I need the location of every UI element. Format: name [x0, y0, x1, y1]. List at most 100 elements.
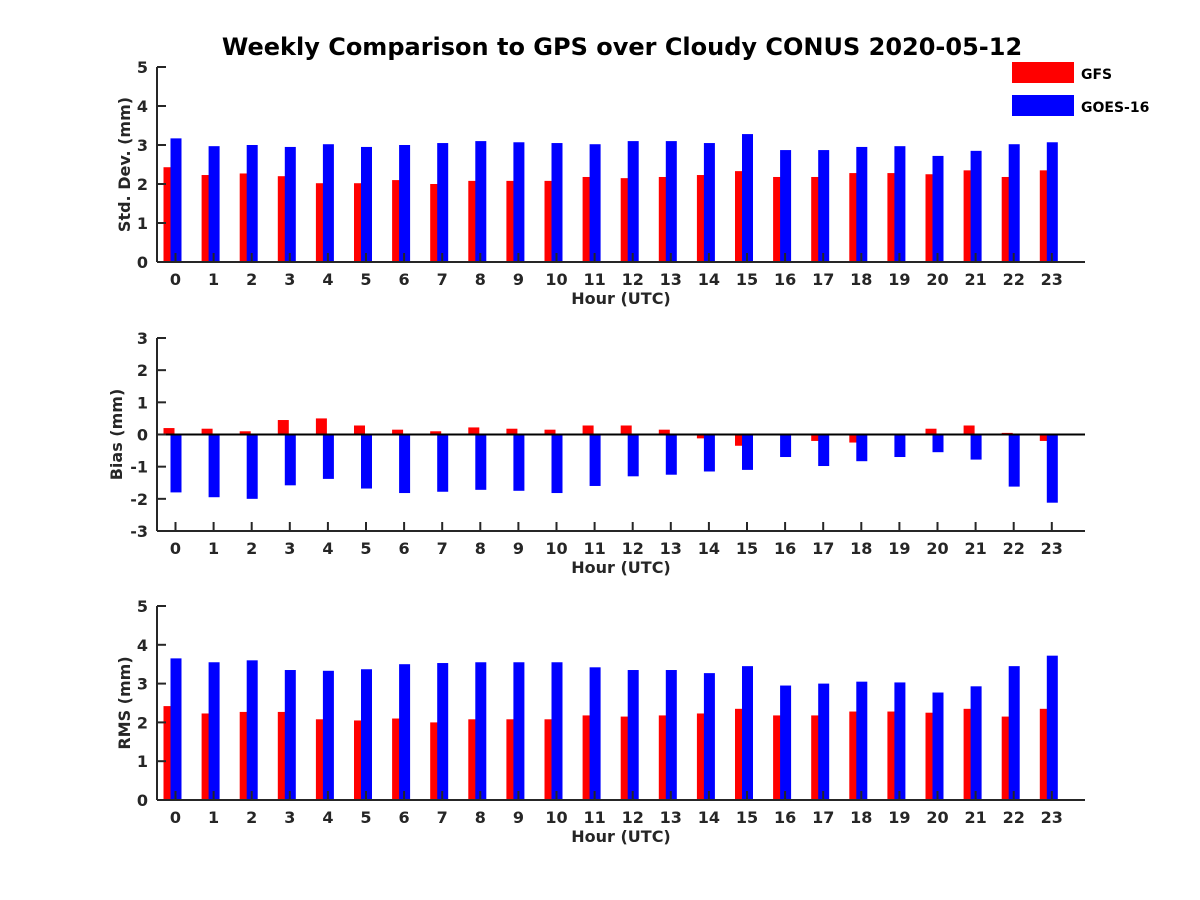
bias-ytick-label: 2 — [137, 361, 148, 380]
legend: GFS GOES-16 — [1012, 62, 1149, 116]
std-dev-xtick-label: 13 — [660, 270, 682, 289]
std-dev-xtick-label: 15 — [736, 270, 758, 289]
rms-bar-goes16-13 — [665, 670, 677, 800]
rms-bar-goes16-14 — [703, 673, 715, 800]
bias-xtick-label: 19 — [888, 539, 910, 558]
rms-bar-gfs-20 — [925, 712, 937, 800]
rms-x-axis-label: Hour (UTC) — [571, 827, 671, 846]
std-dev-bar-gfs-13 — [658, 176, 670, 262]
rms-ytick-label: 5 — [137, 597, 148, 616]
std-dev-bar-goes16-11 — [589, 144, 601, 262]
bias-bar-goes16-1 — [208, 434, 220, 498]
std-dev-bar-gfs-6 — [392, 180, 404, 262]
rms-ytick-label: 4 — [137, 636, 148, 655]
rms-bar-gfs-9 — [506, 719, 518, 800]
std-dev-xtick-label: 22 — [1003, 270, 1025, 289]
std-dev-xtick-label: 6 — [399, 270, 410, 289]
bias-xtick-label: 14 — [698, 539, 720, 558]
std-dev-bar-gfs-21 — [963, 170, 975, 262]
rms-bar-gfs-18 — [849, 711, 861, 800]
bias-xtick-label: 16 — [774, 539, 796, 558]
bias-bar-gfs-5 — [354, 425, 365, 435]
rms-bar-goes16-12 — [627, 670, 639, 800]
rms-bar-goes16-3 — [284, 670, 296, 800]
rms-xtick-label: 19 — [888, 808, 910, 827]
rms-xtick-label: 11 — [583, 808, 605, 827]
bias-bar-goes16-4 — [322, 434, 334, 479]
std-dev-bar-goes16-13 — [665, 141, 677, 262]
rms-xtick-label: 14 — [698, 808, 720, 827]
rms-xtick-label: 4 — [322, 808, 333, 827]
bias-xtick-label: 15 — [736, 539, 758, 558]
std-dev-xtick-label: 5 — [360, 270, 371, 289]
std-dev-bar-gfs-19 — [887, 173, 899, 262]
bias-bar-gfs-12 — [620, 425, 632, 435]
std-dev-xtick-label: 9 — [513, 270, 524, 289]
std-dev-bar-goes16-7 — [437, 143, 449, 262]
bias-xtick-label: 20 — [926, 539, 948, 558]
rms-bar-gfs-2 — [239, 711, 251, 800]
rms-bar-gfs-4 — [315, 719, 327, 800]
rms-ytick-label: 0 — [137, 791, 148, 810]
std-dev-y-axis-label: Std. Dev. (mm) — [115, 97, 134, 232]
rms-xtick-label: 20 — [926, 808, 948, 827]
std-dev-bar-gfs-16 — [773, 176, 785, 262]
bias-bar-gfs-10 — [544, 429, 556, 435]
bias-bar-gfs-21 — [963, 425, 975, 435]
bias-xtick-label: 12 — [622, 539, 644, 558]
bias-bar-gfs-7 — [430, 431, 442, 435]
bias-bar-goes16-21 — [970, 434, 982, 460]
std-dev-bar-gfs-1 — [201, 175, 213, 262]
bias-bar-goes16-14 — [703, 434, 715, 472]
bias-xtick-label: 2 — [246, 539, 257, 558]
legend-label-goes16: GOES-16 — [1081, 100, 1149, 116]
std-dev-bar-gfs-18 — [849, 173, 861, 262]
rms-ytick-label: 1 — [137, 752, 148, 771]
bias-bar-gfs-1 — [201, 428, 213, 435]
std-dev-xtick-label: 4 — [322, 270, 333, 289]
std-dev-xtick-label: 12 — [622, 270, 644, 289]
bias-bar-goes16-18 — [856, 434, 868, 462]
std-dev-bar-goes16-12 — [627, 141, 639, 262]
std-dev-bar-gfs-2 — [239, 173, 251, 262]
std-dev-bar-gfs-11 — [582, 176, 594, 262]
std-dev-xtick-label: 7 — [437, 270, 448, 289]
std-dev-bar-goes16-10 — [551, 143, 563, 262]
bias-xtick-label: 8 — [475, 539, 486, 558]
rms-bar-goes16-22 — [1008, 666, 1020, 800]
rms-bar-gfs-5 — [354, 720, 365, 800]
bias-bar-gfs-8 — [468, 427, 480, 435]
std-dev-bar-gfs-0 — [163, 167, 175, 262]
bias-bar-gfs-4 — [315, 418, 327, 435]
std-dev-ytick-label: 3 — [137, 136, 148, 155]
bias-bar-gfs-23 — [1039, 434, 1051, 441]
std-dev-xtick-label: 0 — [170, 270, 181, 289]
std-dev-xtick-label: 20 — [926, 270, 948, 289]
std-dev-bar-gfs-12 — [620, 178, 632, 262]
std-dev-bar-gfs-7 — [430, 184, 442, 262]
rms-bar-goes16-20 — [932, 692, 944, 800]
std-dev-bar-gfs-20 — [925, 174, 937, 262]
bias-xtick-label: 4 — [322, 539, 333, 558]
std-dev-bar-goes16-0 — [170, 138, 182, 262]
std-dev-bar-gfs-17 — [811, 176, 823, 262]
std-dev-xtick-label: 17 — [812, 270, 834, 289]
rms-bar-goes16-16 — [780, 685, 792, 800]
bias-bar-goes16-5 — [361, 434, 372, 489]
bias-bar-goes16-13 — [665, 434, 677, 475]
rms-bar-gfs-7 — [430, 722, 442, 800]
bias-bar-goes16-12 — [627, 434, 639, 477]
bias-xtick-label: 17 — [812, 539, 834, 558]
rms-bar-goes16-6 — [399, 664, 411, 800]
bias-bar-goes16-10 — [551, 434, 563, 494]
rms-xtick-label: 0 — [170, 808, 181, 827]
bias-bar-gfs-3 — [277, 420, 289, 435]
rms-bar-goes16-9 — [513, 662, 525, 800]
std-dev-bar-goes16-1 — [208, 146, 220, 262]
std-dev-xtick-label: 10 — [545, 270, 567, 289]
rms-bar-goes16-21 — [970, 686, 982, 800]
bias-xtick-label: 10 — [545, 539, 567, 558]
bias-xtick-label: 0 — [170, 539, 181, 558]
